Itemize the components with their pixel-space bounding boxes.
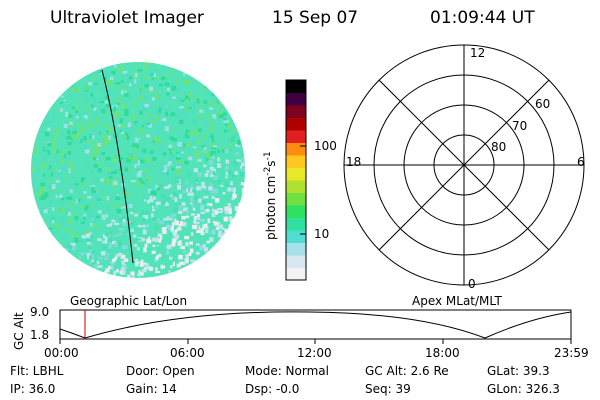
ip-info: IP: 36.0 bbox=[10, 382, 56, 396]
colorbar-tick-10: 10 bbox=[314, 227, 330, 241]
mlt-label-12: 12 bbox=[470, 46, 486, 60]
colorbar-cell bbox=[286, 267, 306, 281]
colorbar-cell bbox=[286, 192, 306, 206]
dsp-info: Dsp: -0.0 bbox=[245, 382, 300, 396]
terminator-line bbox=[101, 69, 134, 264]
time-label: 01:09:44 UT bbox=[430, 8, 535, 28]
time-tick-1800: 18:00 bbox=[425, 346, 460, 360]
colorbar-cell bbox=[286, 117, 306, 131]
apex-projection-label: Apex MLat/MLT bbox=[412, 294, 502, 308]
mlt-label-18: 18 bbox=[346, 155, 362, 169]
colorbar-cell bbox=[286, 105, 306, 118]
colorbar-cell bbox=[286, 130, 306, 143]
door-info: Door: Open bbox=[126, 364, 195, 378]
mode-info: Mode: Normal bbox=[245, 364, 329, 378]
mlt-label-0: 0 bbox=[468, 277, 476, 291]
altitude-axis-label: GC Alt bbox=[12, 312, 26, 350]
colorbar-cell bbox=[286, 155, 306, 168]
gc-alt-info: GC Alt: 2.6 Re bbox=[365, 364, 449, 378]
time-tick-2359: 23:59 bbox=[554, 346, 589, 360]
altitude-tick-low: 1.8 bbox=[30, 328, 50, 342]
mlt-label-6: 6 bbox=[577, 155, 585, 169]
seq-info: Seq: 39 bbox=[365, 382, 411, 396]
colorbar bbox=[285, 79, 307, 281]
colorbar-cell bbox=[286, 217, 306, 231]
colorbar-cell bbox=[286, 167, 306, 181]
colorbar-unit-label: photon cm-2s-1 bbox=[263, 151, 278, 240]
geo-projection-label: Geographic Lat/Lon bbox=[70, 294, 188, 308]
filter-info: Flt: LBHL bbox=[10, 364, 64, 378]
gain-info: Gain: 14 bbox=[126, 382, 177, 396]
colorbar-cell bbox=[286, 242, 306, 256]
colorbar-cell bbox=[286, 180, 306, 193]
colorbar-cell bbox=[286, 92, 306, 106]
time-tick-0000: 00:00 bbox=[44, 346, 79, 360]
altitude-tick-high: 9.0 bbox=[30, 305, 50, 319]
colorbar-cell bbox=[286, 255, 306, 268]
date-label: 15 Sep 07 bbox=[272, 8, 359, 28]
glat-info: GLat: 39.3 bbox=[487, 364, 550, 378]
colorbar-cell bbox=[286, 142, 306, 156]
mlat-label-70: 70 bbox=[512, 119, 528, 133]
colorbar-cell bbox=[286, 230, 306, 243]
colorbar-tick-100: 100 bbox=[314, 139, 337, 153]
colorbar-cell bbox=[286, 80, 306, 93]
auroral-image-disc bbox=[31, 62, 245, 278]
altitude-curve bbox=[59, 311, 572, 339]
polar-grid bbox=[343, 44, 585, 286]
glon-info: GLon: 326.3 bbox=[487, 382, 560, 396]
time-tick-0600: 06:00 bbox=[170, 346, 205, 360]
instrument-title: Ultraviolet Imager bbox=[50, 8, 204, 28]
altitude-panel bbox=[59, 309, 572, 344]
time-tick-1200: 12:00 bbox=[297, 346, 332, 360]
mlat-label-80: 80 bbox=[491, 140, 507, 154]
mlat-label-60: 60 bbox=[535, 97, 551, 111]
colorbar-cell bbox=[286, 205, 306, 218]
